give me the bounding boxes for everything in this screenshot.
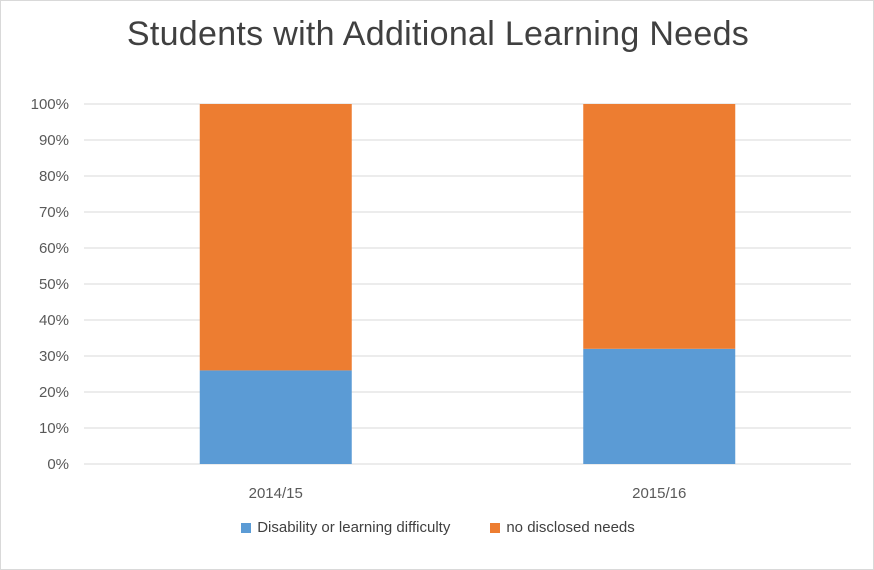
legend-item: no disclosed needs xyxy=(490,519,635,536)
bar-segment xyxy=(199,104,352,371)
legend-swatch xyxy=(490,522,501,533)
legend-item: Disability or learning difficulty xyxy=(241,519,450,536)
y-tick-label: 70% xyxy=(39,204,69,221)
bar-segment xyxy=(583,104,736,349)
bar-segment xyxy=(583,348,736,464)
plot-area: 0% 10% 20% 30% 40% 50% 60% 70% 80% 90% 100% 2014/15… xyxy=(31,96,851,502)
x-tick-label: 2015/16 xyxy=(632,485,686,502)
y-tick-label: 20% xyxy=(39,384,69,401)
y-tick-label: 90% xyxy=(39,132,69,149)
y-tick-label: 60% xyxy=(39,240,69,257)
x-tick-label: 2014/15 xyxy=(249,485,303,502)
bar-segment xyxy=(199,370,352,464)
y-tick-label: 50% xyxy=(39,276,69,293)
legend-label: Disability or learning difficulty xyxy=(257,519,451,536)
y-tick-label: 30% xyxy=(39,348,69,365)
y-tick-label: 80% xyxy=(39,168,69,185)
y-tick-label: 10% xyxy=(39,420,69,437)
y-tick-label: 40% xyxy=(39,312,69,329)
y-tick-label: 0% xyxy=(47,456,69,473)
legend-label: no disclosed needs xyxy=(506,519,635,536)
chart-title: Students with Additional Learning Needs xyxy=(126,15,750,53)
legend-swatch xyxy=(241,522,252,533)
y-tick-label: 100% xyxy=(31,96,69,113)
legend: Disability or learning difficulty no disc… xyxy=(1,519,874,536)
